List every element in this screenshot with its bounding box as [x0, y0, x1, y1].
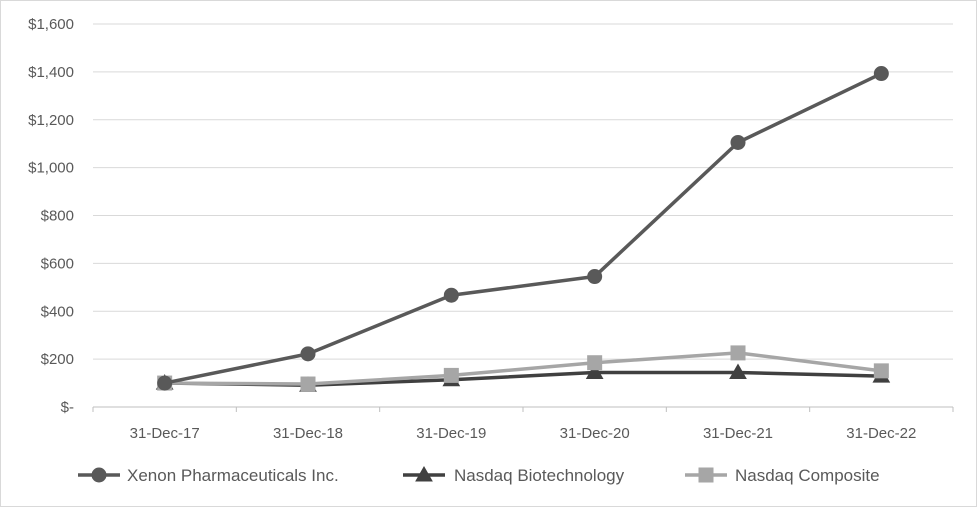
x-tick-label: 31-Dec-22 — [846, 425, 916, 442]
data-point — [585, 363, 604, 380]
x-tick-label: 31-Dec-19 — [416, 425, 486, 442]
y-tick-label: $600 — [41, 255, 74, 272]
x-tick-label: 31-Dec-17 — [130, 425, 200, 442]
data-point — [587, 269, 603, 285]
data-point — [587, 355, 603, 371]
y-tick-label: $1,400 — [28, 64, 74, 81]
y-tick-label: $400 — [41, 303, 74, 320]
y-tick-label: $200 — [41, 351, 74, 368]
x-tick-label: 31-Dec-20 — [560, 425, 630, 442]
data-point — [157, 375, 173, 391]
series-lines — [155, 66, 891, 392]
x-axis — [92, 406, 954, 412]
data-point — [300, 376, 316, 392]
data-point — [729, 363, 747, 380]
x-tick-label: 31-Dec-21 — [703, 425, 773, 442]
y-tick-label: $1,200 — [28, 112, 74, 129]
y-tick-label: $1,600 — [28, 16, 74, 33]
series-nasdaq-composite — [157, 345, 889, 392]
legend-item: Nasdaq Biotechnology — [403, 465, 625, 485]
legend: Xenon Pharmaceuticals Inc. Nasdaq Biotech… — [78, 465, 880, 485]
y-tick-label: $1,000 — [28, 160, 74, 177]
data-point — [300, 346, 316, 362]
legend-item: Xenon Pharmaceuticals Inc. — [78, 466, 339, 485]
legend-label: Nasdaq Composite — [735, 466, 880, 485]
x-tick-label: 31-Dec-18 — [273, 425, 343, 442]
legend-label: Xenon Pharmaceuticals Inc. — [127, 466, 339, 485]
series-xenon-pharmaceuticals-inc — [157, 66, 889, 391]
gridlines — [93, 23, 953, 360]
data-point — [873, 66, 889, 82]
series-line — [164, 351, 882, 386]
y-tick-label: $800 — [41, 208, 74, 225]
legend-marker — [91, 467, 107, 483]
data-point — [443, 287, 459, 303]
series-line — [164, 71, 883, 385]
legend-marker — [698, 467, 714, 483]
data-point — [443, 367, 459, 383]
legend-marker — [415, 465, 433, 482]
y-tick-label: $- — [61, 399, 74, 416]
data-point — [873, 363, 889, 379]
data-point — [730, 345, 746, 361]
legend-item: Nasdaq Composite — [685, 466, 880, 485]
x-axis-tick-labels: 31-Dec-17 31-Dec-18 31-Dec-19 31-Dec-20 31-D… — [130, 425, 917, 442]
data-point — [730, 134, 746, 150]
legend-label: Nasdaq Biotechnology — [454, 466, 625, 485]
y-axis-tick-labels: $- $200 $400 $600 $800 $1,000 $1,200 $1,400 $1,6… — [28, 16, 74, 416]
